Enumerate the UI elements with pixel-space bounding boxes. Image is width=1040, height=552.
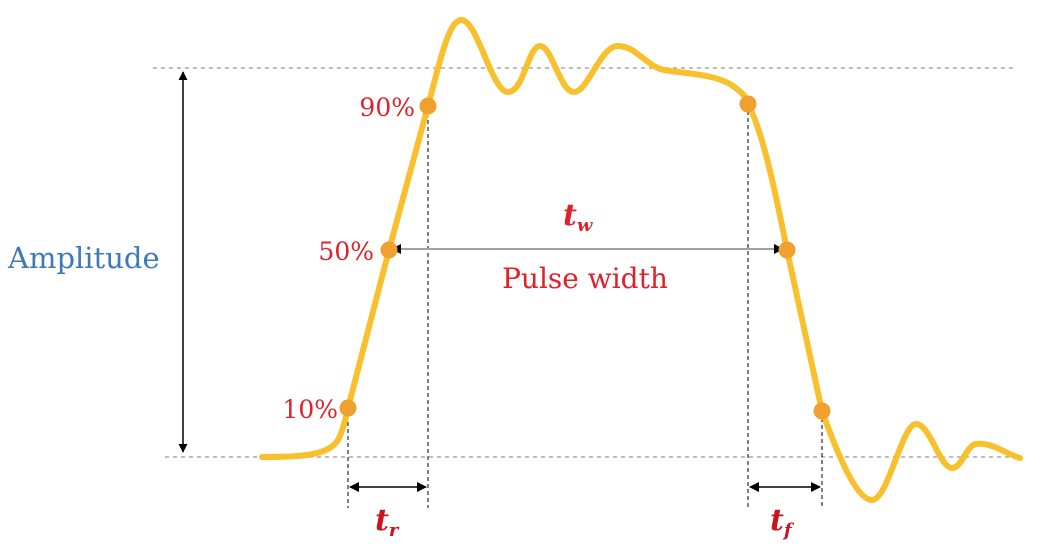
marker-90pct-rise xyxy=(419,97,437,115)
amplitude-label: Amplitude xyxy=(7,241,160,275)
tf-subscript: f xyxy=(782,520,795,541)
label-10pct: 10% xyxy=(282,395,338,424)
tw-subscript: w xyxy=(577,215,594,236)
label-50pct: 50% xyxy=(318,237,374,266)
tf-symbol: tf xyxy=(770,503,795,541)
marker-10pct-fall xyxy=(813,402,831,420)
tf-main: t xyxy=(770,503,784,538)
marker-50pct-fall xyxy=(778,241,796,259)
marker-10pct-rise xyxy=(339,399,357,417)
tw-symbol: tw xyxy=(563,198,594,236)
tr-main: t xyxy=(375,503,389,538)
label-90pct: 90% xyxy=(359,93,415,122)
pulse-waveform xyxy=(259,17,1023,503)
tr-subscript: r xyxy=(389,520,400,541)
pulse-width-label: Pulse width xyxy=(502,262,668,295)
marker-50pct-rise xyxy=(380,241,398,259)
marker-90pct-fall xyxy=(739,95,757,113)
tw-main: t xyxy=(563,198,577,233)
tr-symbol: tr xyxy=(375,503,400,541)
